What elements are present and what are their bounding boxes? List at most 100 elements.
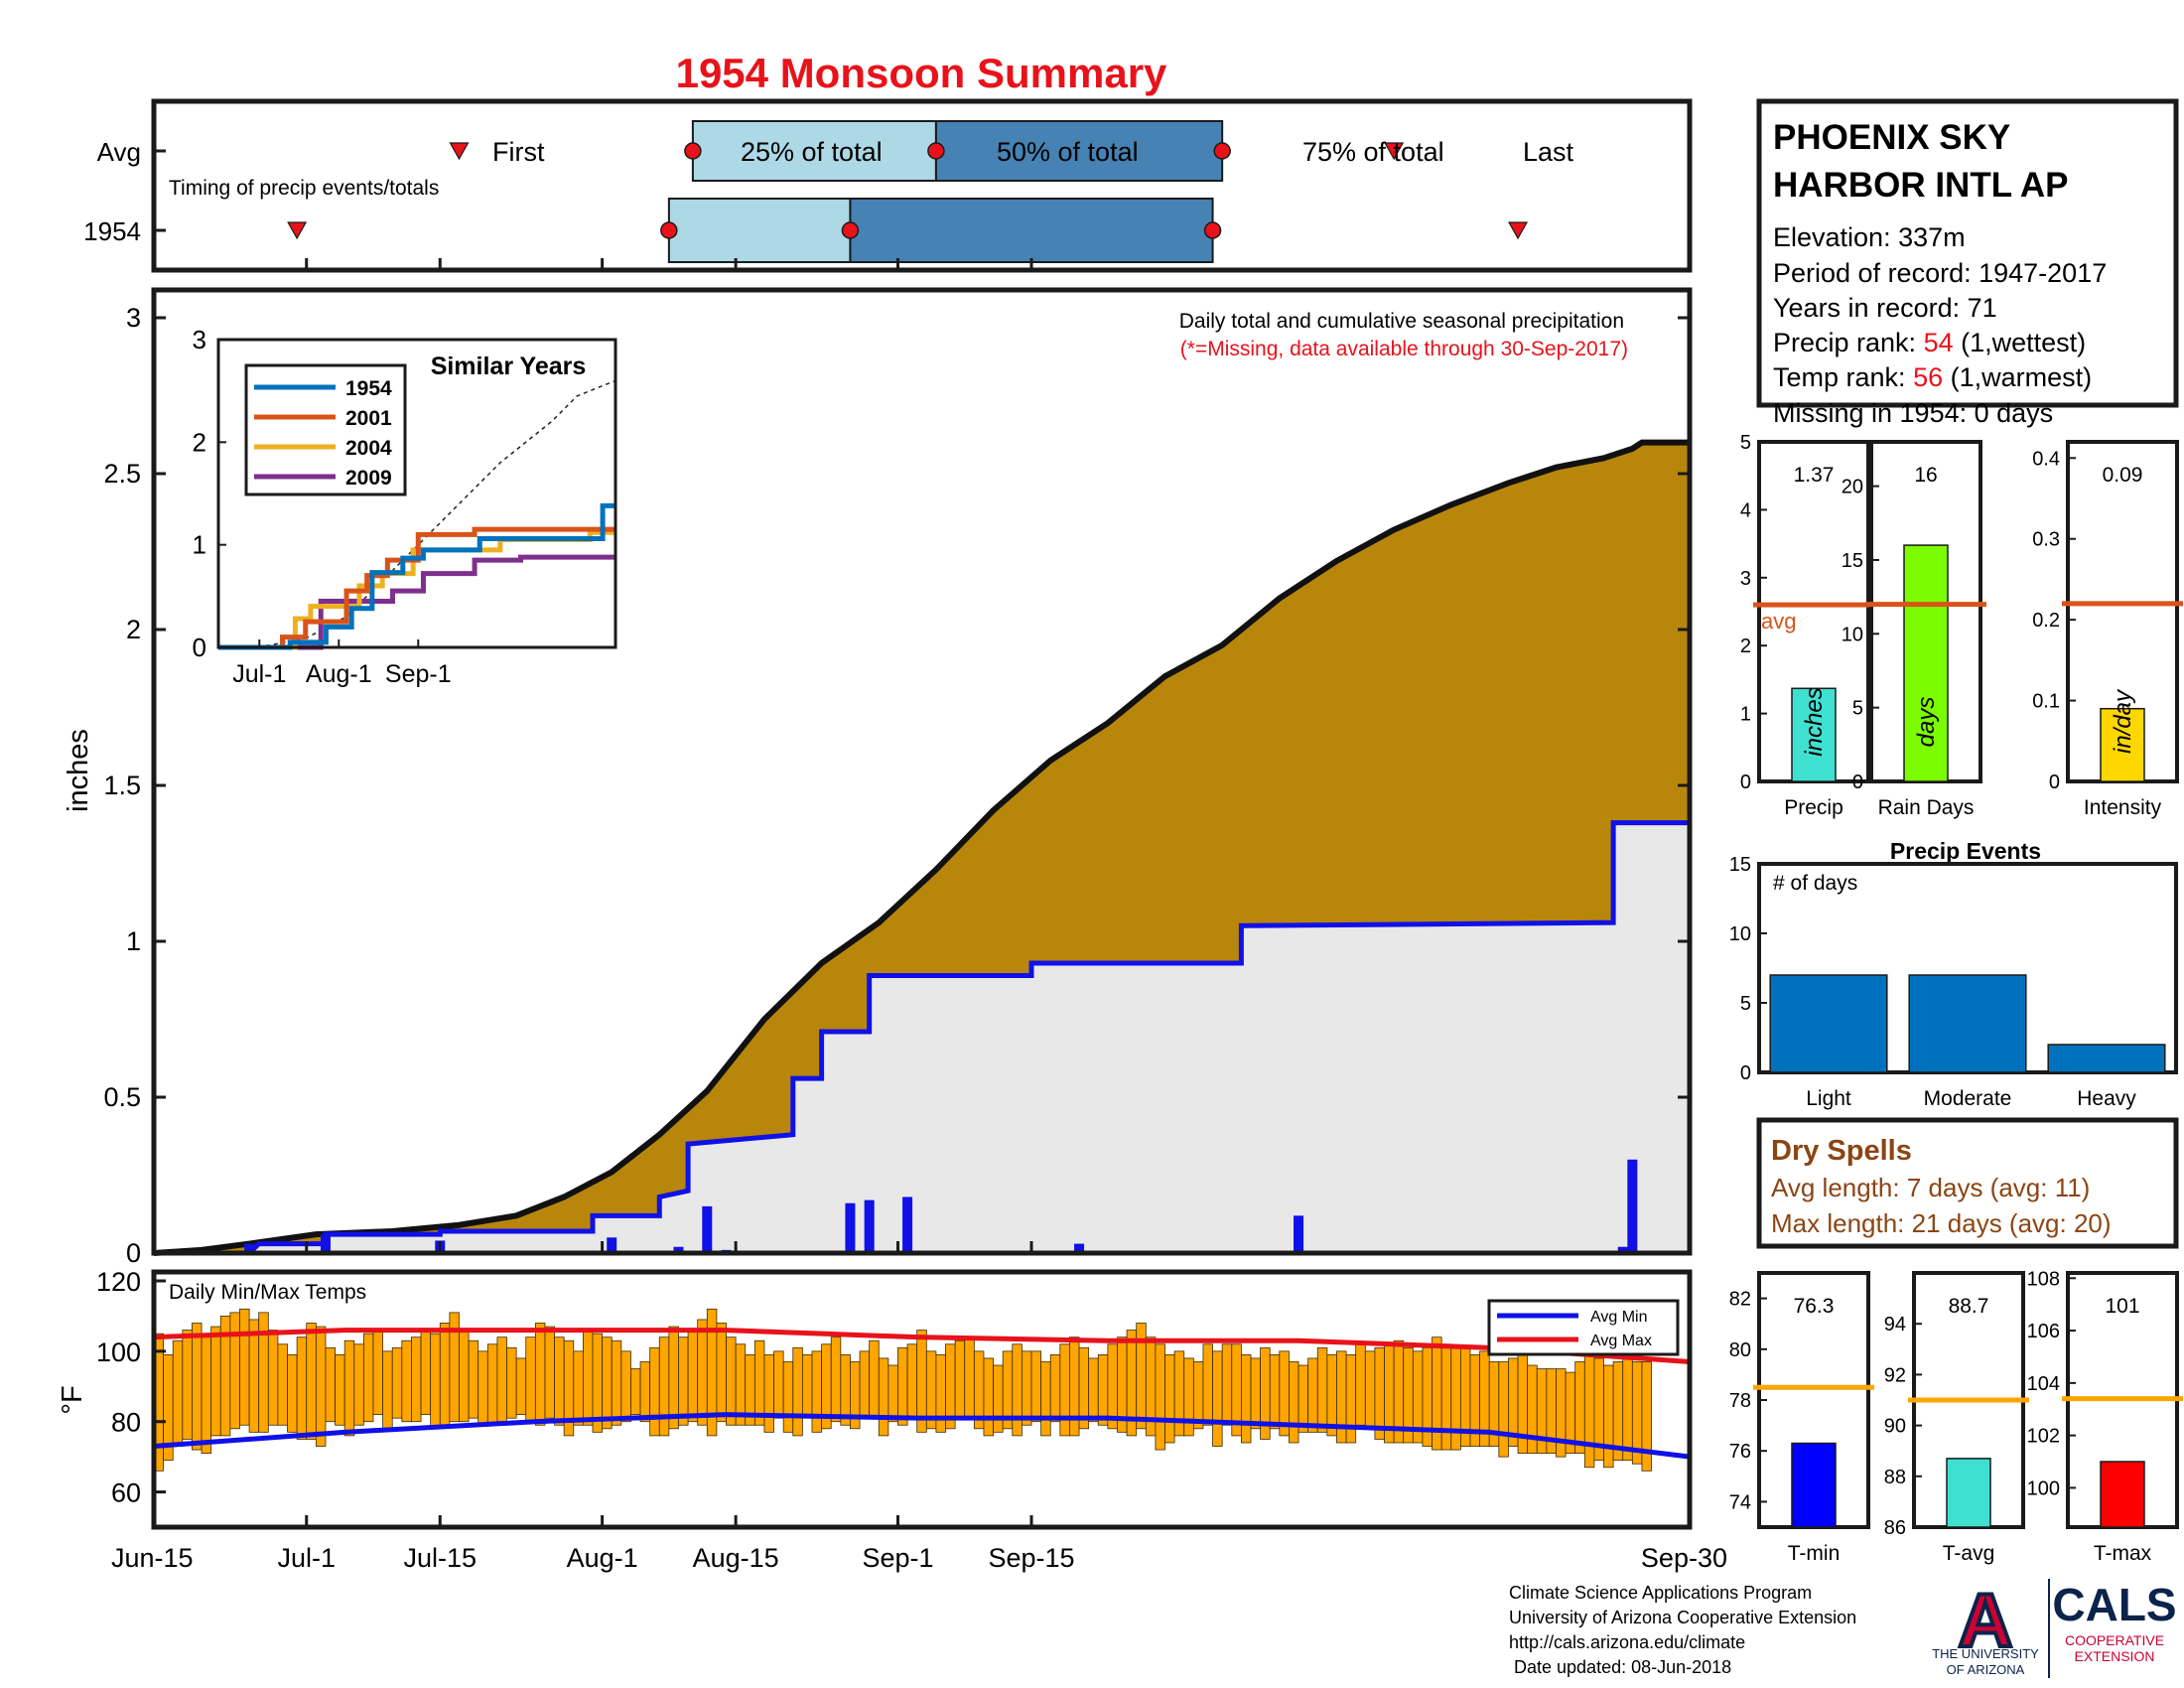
daily-temp-bar: [172, 1339, 184, 1447]
events-title: Precip Events: [1890, 838, 2041, 864]
timing-first-label: First: [492, 137, 545, 167]
station-name-line1: PHOENIX SKY: [1773, 118, 2010, 157]
daily-temp-bar: [1603, 1364, 1614, 1469]
daily-precip-bar: [845, 1202, 856, 1253]
season-cumulative-line: [154, 820, 1690, 1256]
precip-indicator-y-tick-label: 0: [1740, 772, 1751, 793]
daily-temp-bar: [1088, 1357, 1099, 1423]
avg-min-line: [153, 1412, 1691, 1460]
timing-row-1954: 1954: [83, 216, 141, 246]
inset-title: Similar Years: [431, 352, 587, 380]
events-bar: [2047, 1044, 2166, 1073]
tavg-indicator-bar: [1946, 1458, 1991, 1528]
events-inner-label: # of days: [1773, 872, 1857, 895]
main-y-tick-label: 0.5: [103, 1082, 141, 1112]
legend-avg-max-label: Avg Max: [1590, 1333, 1652, 1349]
daily-temp-bar: [411, 1336, 422, 1423]
daily-temp-bar: [678, 1336, 689, 1426]
footer-line3: http://cals.arizona.edu/climate: [1509, 1632, 1745, 1652]
footer-line2: University of Arizona Cooperative Extens…: [1509, 1608, 1856, 1627]
precip-indicator-y-tick-label: 1: [1740, 704, 1751, 726]
tmax-indicator-y-tick-label: 102: [2027, 1426, 2060, 1448]
daily-temp-bar: [182, 1330, 193, 1440]
tmin-indicator-y-tick-label: 80: [1729, 1339, 1751, 1361]
events-category-label: Moderate: [1924, 1087, 2012, 1110]
intensity-indicator-bar: [2100, 707, 2145, 782]
daily-temp-bar: [1316, 1346, 1328, 1433]
raindays-indicator-y-tick-label: 5: [1852, 698, 1863, 720]
daily-temp-bar: [430, 1333, 441, 1430]
precip-rank-value: 54: [1924, 328, 1954, 357]
daily-temp-bar: [1021, 1350, 1032, 1426]
timing-percentile-marker: [841, 221, 860, 239]
tmax-indicator-value-label: 101: [2105, 1295, 2139, 1318]
inset-legend: 1954 2001 2004 2009: [244, 363, 407, 496]
daily-temp-bar: [782, 1361, 794, 1433]
daily-temp-bar: [248, 1319, 260, 1433]
inset-legend-label: 2001: [345, 407, 392, 430]
main-y-tick-label: 0: [126, 1238, 141, 1268]
daily-temp-bar: [258, 1312, 269, 1433]
temp-rank-suffix: (1,warmest): [1943, 362, 2092, 392]
raindays-indicator-value-label: 16: [1914, 464, 1937, 487]
precip-indicator-unit-label: inches: [1801, 687, 1828, 756]
daily-temp-bar: [1307, 1357, 1318, 1433]
daily-temp-bar: [343, 1339, 355, 1437]
daily-temp-bar: [267, 1330, 279, 1426]
inset-y-tick-label: 3: [193, 325, 206, 354]
temps-x-axis: Jun-15 Jul-1 Jul-15 Aug-1 Aug-15 Sep-1 Sep-15 S…: [111, 258, 1727, 1573]
inset-y-tick-label: 0: [193, 633, 206, 662]
daily-temp-bar: [773, 1350, 784, 1419]
daily-temp-bar: [1498, 1361, 1509, 1458]
precip-indicator-y-tick-label: 5: [1740, 432, 1751, 454]
date-axis-label: Sep-15: [988, 1543, 1074, 1573]
timing-box-50-75: [934, 120, 1224, 182]
date-axis-label: Sep-1: [862, 1543, 933, 1573]
daily-temp-bar: [1030, 1350, 1042, 1423]
dry-spells-box: Dry Spells Avg length: 7 days (avg: 11) …: [1756, 1117, 2179, 1249]
daily-temp-bar: [1450, 1346, 1461, 1451]
daily-temp-bar: [1012, 1343, 1023, 1437]
daily-precip-bar: [1294, 1215, 1304, 1253]
daily-temp-bar: [1183, 1357, 1194, 1437]
inset-y-tick-label: 2: [193, 427, 206, 457]
daily-temp-bar: [1192, 1361, 1204, 1430]
similar-year-line: [218, 554, 615, 650]
precip-indicator-value-label: 1.37: [1794, 464, 1835, 487]
timing-percentile-marker: [1203, 221, 1222, 239]
daily-temp-bar: [668, 1326, 679, 1430]
daily-temp-bar: [1641, 1361, 1652, 1472]
inset-legend-label: 1954: [345, 377, 392, 400]
daily-temp-bar: [1097, 1354, 1109, 1426]
daily-precip-bar: [702, 1205, 713, 1253]
daily-temp-bar: [964, 1336, 975, 1419]
daily-temp-bar: [897, 1346, 908, 1426]
daily-temp-bar: [753, 1339, 765, 1426]
intensity-indicator-y-tick-label: 0.4: [2032, 448, 2060, 470]
season-cumulative-area: [154, 822, 1690, 1253]
daily-temp-bar: [554, 1336, 565, 1426]
temps-title: Daily Min/Max Temps: [169, 1281, 366, 1304]
events-y-tick-label: 15: [1729, 854, 1751, 876]
tmax-indicator-y-tick-label: 108: [2027, 1268, 2060, 1290]
daily-temp-bar: [573, 1350, 584, 1426]
events-y-tick-label: 5: [1740, 993, 1751, 1015]
timing-event-marker: [449, 142, 470, 161]
daily-temp-bar: [687, 1330, 699, 1423]
tmin-indicator-y-tick-label: 76: [1729, 1441, 1751, 1463]
daily-temp-bar: [1155, 1343, 1165, 1451]
daily-temp-bar: [878, 1357, 889, 1437]
intensity-indicator-y-tick-label: 0.2: [2032, 610, 2060, 632]
inset-avg-dashed-line: [217, 379, 616, 648]
station-frame: [1756, 98, 2179, 408]
inset-axes: 0 1 2 3 Jul-1 Aug-1 Sep-1: [193, 325, 452, 688]
daily-temp-bar: [697, 1319, 708, 1426]
daily-temp-bar: [602, 1336, 613, 1430]
intensity-indicator-y-tick-label: 0.3: [2032, 529, 2060, 551]
daily-precip-bar: [607, 1237, 617, 1253]
precip-indicator-x-label: Precip: [1784, 796, 1843, 819]
daily-temp-bar: [1622, 1357, 1633, 1462]
daily-temp-bar: [1364, 1350, 1376, 1430]
temps-y-axis: 60 80 100 120: [96, 1267, 166, 1508]
daily-temp-bar: [1574, 1361, 1585, 1455]
